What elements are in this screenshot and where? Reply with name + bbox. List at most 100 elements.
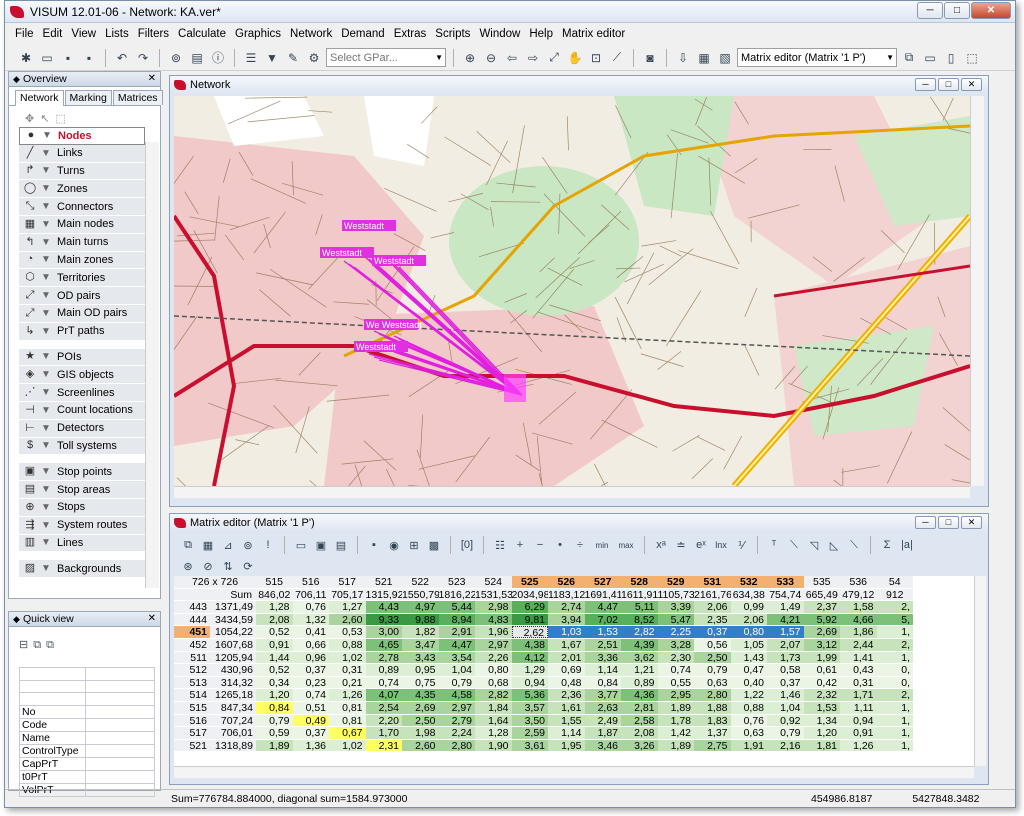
filter-icon[interactable]: ▼ bbox=[41, 147, 51, 159]
matrix-cell[interactable]: 0,99 bbox=[730, 601, 767, 613]
matrix-cell[interactable]: 1,22 bbox=[730, 689, 767, 701]
overview-item-main-od-pairs[interactable]: ⤢ ▼ Main OD pairs bbox=[19, 304, 145, 323]
overview-item-backgrounds[interactable]: ▨ ▼ Backgrounds bbox=[19, 560, 145, 579]
matrix-cell[interactable]: 0,79 bbox=[767, 727, 804, 739]
matrix-cell[interactable]: 1,28 bbox=[256, 601, 293, 613]
matrix-cell[interactable]: 4,83 bbox=[475, 613, 512, 626]
matrix-row-header[interactable]: 521 bbox=[174, 739, 210, 752]
matrix-cell[interactable]: 0,37 bbox=[767, 676, 804, 689]
matrix-cell[interactable]: 3,50 bbox=[511, 714, 548, 727]
matrix-col-header[interactable]: 533 bbox=[767, 576, 804, 588]
matrix-cell[interactable]: 4,07 bbox=[365, 689, 402, 701]
filter-icon[interactable]: ▼ bbox=[41, 466, 51, 478]
matrix-col-header[interactable]: 524 bbox=[475, 576, 512, 588]
matrix-cell[interactable]: 1,37 bbox=[694, 727, 731, 739]
overview-item-turns[interactable]: ↱ ▼ Turns bbox=[19, 162, 145, 181]
matrix-cell[interactable]: 4,65 bbox=[365, 638, 402, 651]
matrix-cell[interactable]: 1,83 bbox=[694, 714, 731, 727]
matrix-col-header[interactable]: 516 bbox=[292, 576, 329, 588]
matrix-col-header[interactable]: 526 bbox=[548, 576, 585, 588]
matrix-col-header[interactable]: 515 bbox=[256, 576, 293, 588]
matrix-cell[interactable]: 1,42 bbox=[657, 727, 694, 739]
matrix-cell[interactable]: 1,78 bbox=[657, 714, 694, 727]
filter-icon[interactable]: ▼ bbox=[41, 218, 51, 230]
overview-item-main-zones[interactable]: ◔ ▼ Main zones bbox=[19, 251, 145, 270]
overview-item-territories[interactable]: ⬡ ▼ Territories bbox=[19, 269, 145, 288]
filter-icon[interactable]: ▼ bbox=[41, 519, 51, 531]
matrix-row-header[interactable]: 516 bbox=[174, 714, 210, 727]
matrix-cell[interactable]: 2,51 bbox=[584, 638, 621, 651]
matrix-cell[interactable]: 0,37 bbox=[292, 664, 329, 676]
overview-item-main-turns[interactable]: ↰ ▼ Main turns bbox=[19, 233, 145, 252]
matrix-cell[interactable]: 2,74 bbox=[548, 601, 585, 613]
matrix-cell[interactable]: 5,92 bbox=[803, 613, 840, 626]
overview-item-nodes[interactable]: ● ▼ Nodes bbox=[19, 127, 145, 145]
multiply-icon[interactable]: • bbox=[558, 539, 562, 551]
menu-window[interactable]: Window bbox=[479, 28, 521, 40]
matrix-cell[interactable]: 1,71 bbox=[840, 689, 877, 701]
matrix-cell[interactable]: 1,44 bbox=[256, 651, 293, 664]
matrix-cell[interactable]: 1,84 bbox=[475, 701, 512, 714]
close-button[interactable]: ✕ bbox=[971, 2, 1011, 19]
menu-matrix-editor[interactable]: Matrix editor bbox=[562, 28, 626, 40]
matrix-cell[interactable]: 0,47 bbox=[730, 664, 767, 676]
matrix-col-header[interactable]: 535 bbox=[803, 576, 840, 588]
quickview-close-button[interactable]: ✕ bbox=[147, 613, 156, 624]
matrix-cell[interactable]: 3,26 bbox=[621, 739, 658, 752]
matrix-col-header[interactable]: 536 bbox=[840, 576, 877, 588]
pan-icon[interactable]: ✋ bbox=[567, 50, 583, 65]
filter-icon[interactable]: ▼ bbox=[41, 351, 51, 363]
matrix-cell[interactable]: 1,49 bbox=[767, 601, 804, 613]
matrix-col-header[interactable]: 517 bbox=[329, 576, 366, 588]
matrix-cell[interactable]: 1,61 bbox=[548, 701, 585, 714]
overview-item-stops[interactable]: ⊕ ▼ Stops bbox=[19, 498, 145, 517]
matrix-cell[interactable]: 1,55 bbox=[548, 714, 585, 727]
matrix-cell[interactable]: 2,80 bbox=[438, 739, 475, 752]
matrix-col-header[interactable]: 54 bbox=[876, 576, 913, 588]
matrix-cell[interactable]: 1,28 bbox=[475, 727, 512, 739]
filter-icon[interactable]: ▼ bbox=[41, 501, 51, 513]
matrix-row-header[interactable]: 515 bbox=[174, 701, 210, 714]
matrix-cell[interactable]: 2,82 bbox=[621, 626, 658, 638]
matrix-cell[interactable]: 1,53 bbox=[584, 626, 621, 638]
matrix-cell[interactable]: 2,75 bbox=[694, 739, 731, 752]
matrix-cell[interactable]: 0,79 bbox=[694, 664, 731, 676]
matrix-cell[interactable]: 2,35 bbox=[694, 613, 731, 626]
matrix-cell[interactable]: 1,86 bbox=[840, 626, 877, 638]
matrix-cell[interactable]: 3,28 bbox=[657, 638, 694, 651]
matrix-cell[interactable]: 2, bbox=[876, 689, 913, 701]
matrix-cell[interactable]: 9,81 bbox=[511, 613, 548, 626]
zoom-in-icon[interactable]: ⊕ bbox=[464, 50, 476, 65]
matrix-col-header[interactable]: 522 bbox=[402, 576, 439, 588]
matrix-cell[interactable]: 0,49 bbox=[292, 714, 329, 727]
menu-calculate[interactable]: Calculate bbox=[178, 28, 226, 40]
matrix-cell[interactable]: 1,21 bbox=[621, 664, 658, 676]
matrix-cell[interactable]: 4,43 bbox=[365, 601, 402, 613]
save-icon[interactable]: ▪ bbox=[65, 50, 71, 65]
diag-icon[interactable]: ▪ bbox=[372, 539, 376, 551]
matrix-cell[interactable]: 0,52 bbox=[256, 664, 293, 676]
matrix-cell[interactable]: 0,52 bbox=[256, 626, 293, 638]
matrix-cell[interactable]: 2, bbox=[876, 638, 913, 651]
network-params-icon[interactable]: ⚙ bbox=[308, 50, 320, 65]
matrix-cell[interactable]: 1,96 bbox=[475, 626, 512, 638]
filter-icon[interactable]: ▼ bbox=[41, 254, 51, 266]
cascade-icon[interactable]: ⧉ bbox=[904, 50, 914, 64]
matrix-cell[interactable]: 5,36 bbox=[511, 689, 548, 701]
net-min-button[interactable]: ─ bbox=[915, 78, 936, 91]
matrix-cell[interactable]: 1,67 bbox=[548, 638, 585, 651]
zoom-window-icon[interactable]: ⊡ bbox=[590, 50, 602, 65]
matrix-cell[interactable]: 0,95 bbox=[402, 664, 439, 676]
abs-icon[interactable]: |a| bbox=[901, 539, 913, 551]
matrix-cell[interactable]: 2,08 bbox=[256, 613, 293, 626]
matrix-cell[interactable]: 2,07 bbox=[767, 638, 804, 651]
import-icon[interactable]: ⇩ bbox=[677, 50, 689, 65]
matrix-cell[interactable]: 0,91 bbox=[256, 638, 293, 651]
filter-icon[interactable]: ▼ bbox=[41, 422, 51, 434]
matrix-cell[interactable]: 0,89 bbox=[365, 664, 402, 676]
matrix-cell[interactable]: 0,75 bbox=[402, 676, 439, 689]
matrix-cell[interactable]: 0,91 bbox=[840, 727, 877, 739]
matrix-cell[interactable]: 0,53 bbox=[329, 626, 366, 638]
diagonal-icon[interactable]: ⟍ bbox=[790, 538, 798, 551]
matrix-cell[interactable]: 5,44 bbox=[438, 601, 475, 613]
